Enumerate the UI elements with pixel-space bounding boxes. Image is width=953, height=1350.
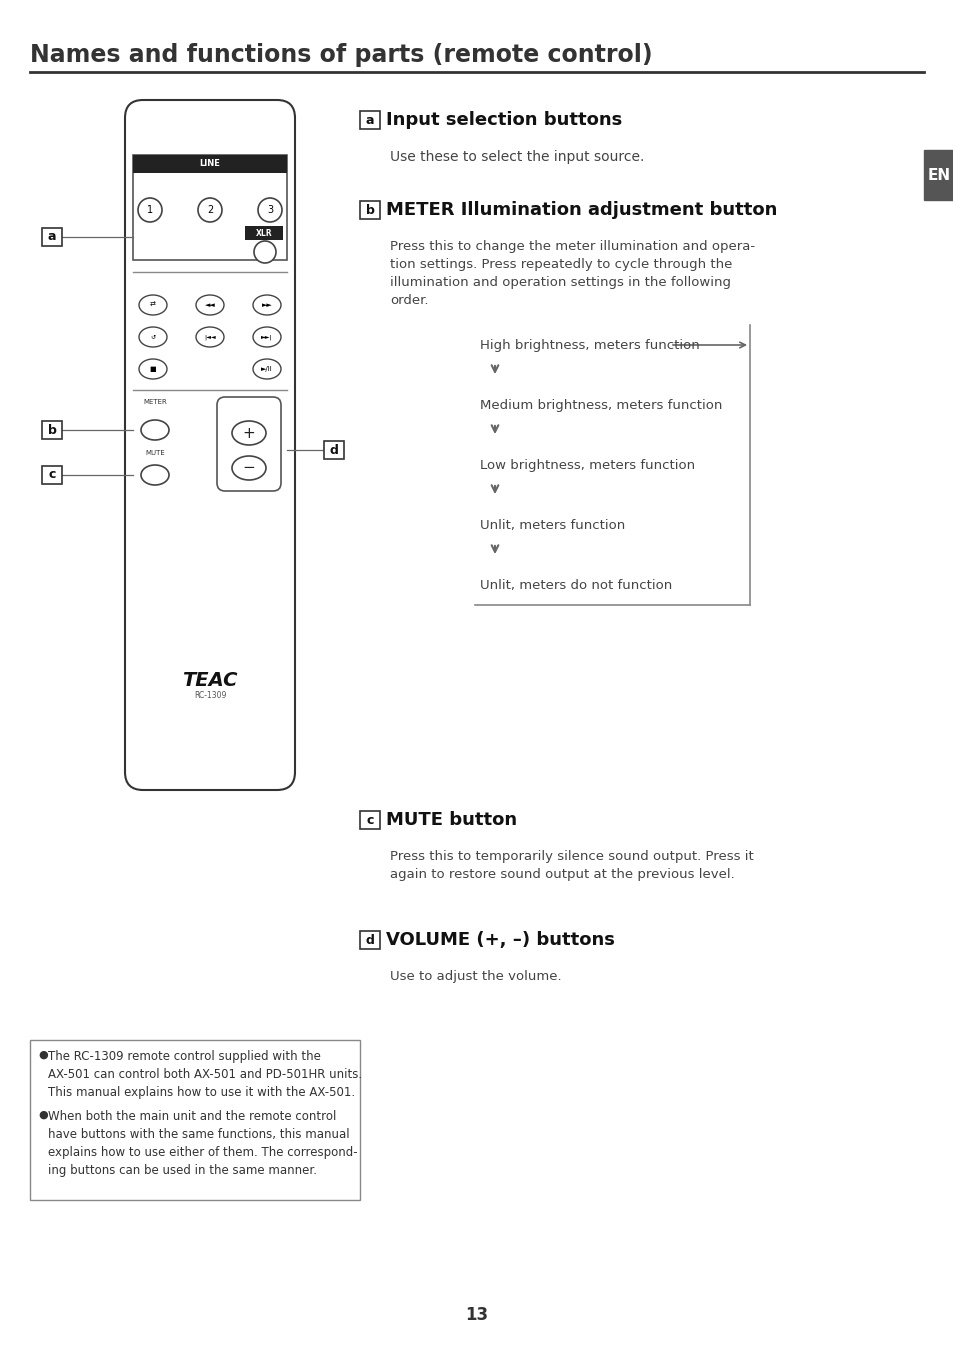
- Text: a: a: [48, 231, 56, 243]
- Ellipse shape: [139, 296, 167, 315]
- Text: TEAC: TEAC: [182, 671, 237, 690]
- Circle shape: [198, 198, 222, 221]
- Ellipse shape: [139, 359, 167, 379]
- Text: MUTE: MUTE: [145, 450, 165, 456]
- Text: Press this to change the meter illumination and opera-
tion settings. Press repe: Press this to change the meter illuminat…: [390, 240, 755, 306]
- Text: c: c: [366, 814, 374, 826]
- Ellipse shape: [141, 420, 169, 440]
- Ellipse shape: [195, 327, 224, 347]
- Ellipse shape: [253, 296, 281, 315]
- Ellipse shape: [253, 327, 281, 347]
- Text: Names and functions of parts (remote control): Names and functions of parts (remote con…: [30, 43, 652, 68]
- Text: ↺: ↺: [151, 335, 155, 339]
- Text: 2: 2: [207, 205, 213, 215]
- Ellipse shape: [141, 464, 169, 485]
- Text: The RC-1309 remote control supplied with the
AX-501 can control both AX-501 and : The RC-1309 remote control supplied with…: [48, 1050, 362, 1099]
- Text: a: a: [365, 113, 374, 127]
- Text: Use these to select the input source.: Use these to select the input source.: [390, 150, 643, 163]
- Text: Unlit, meters function: Unlit, meters function: [479, 518, 624, 532]
- Text: ►►: ►►: [261, 302, 273, 308]
- FancyBboxPatch shape: [359, 201, 379, 219]
- Text: 1: 1: [147, 205, 152, 215]
- Ellipse shape: [139, 327, 167, 347]
- Text: ■: ■: [150, 366, 156, 373]
- Text: High brightness, meters function: High brightness, meters function: [479, 339, 699, 351]
- FancyBboxPatch shape: [359, 811, 379, 829]
- FancyBboxPatch shape: [125, 100, 294, 790]
- Text: VOLUME (+, –) buttons: VOLUME (+, –) buttons: [386, 931, 615, 949]
- Text: d: d: [329, 444, 338, 456]
- Text: Input selection buttons: Input selection buttons: [386, 111, 621, 130]
- FancyBboxPatch shape: [359, 931, 379, 949]
- Text: Low brightness, meters function: Low brightness, meters function: [479, 459, 695, 471]
- Text: ►►|: ►►|: [261, 335, 273, 340]
- Text: c: c: [49, 468, 55, 482]
- Text: ⇄: ⇄: [150, 302, 155, 308]
- FancyBboxPatch shape: [42, 466, 62, 485]
- Text: EN: EN: [926, 167, 949, 182]
- Text: +: +: [242, 425, 255, 440]
- Text: b: b: [365, 204, 374, 216]
- FancyBboxPatch shape: [42, 421, 62, 439]
- Text: ►/II: ►/II: [261, 366, 273, 373]
- Text: Use to adjust the volume.: Use to adjust the volume.: [390, 971, 561, 983]
- Ellipse shape: [232, 456, 266, 481]
- Text: RC-1309: RC-1309: [193, 690, 226, 699]
- Bar: [132, 155, 287, 261]
- Text: ●: ●: [38, 1050, 48, 1060]
- Ellipse shape: [195, 296, 224, 315]
- Text: METER Illumination adjustment button: METER Illumination adjustment button: [386, 201, 777, 219]
- Text: When both the main unit and the remote control
have buttons with the same functi: When both the main unit and the remote c…: [48, 1110, 357, 1177]
- Text: ●: ●: [38, 1110, 48, 1120]
- FancyBboxPatch shape: [923, 150, 953, 200]
- Text: LINE: LINE: [199, 159, 220, 169]
- Text: MUTE button: MUTE button: [386, 811, 517, 829]
- Text: Medium brightness, meters function: Medium brightness, meters function: [479, 398, 721, 412]
- Text: ◄◄: ◄◄: [204, 302, 215, 308]
- Text: XLR: XLR: [255, 228, 272, 238]
- FancyBboxPatch shape: [324, 441, 344, 459]
- Circle shape: [138, 198, 162, 221]
- FancyBboxPatch shape: [42, 228, 62, 246]
- Bar: [132, 155, 287, 173]
- Text: Unlit, meters do not function: Unlit, meters do not function: [479, 579, 672, 591]
- Text: 3: 3: [267, 205, 273, 215]
- Text: Press this to temporarily silence sound output. Press it
again to restore sound : Press this to temporarily silence sound …: [390, 850, 753, 882]
- Text: METER: METER: [143, 400, 167, 405]
- Text: |◄◄: |◄◄: [204, 335, 215, 340]
- Text: b: b: [48, 424, 56, 436]
- Bar: [245, 225, 283, 240]
- Ellipse shape: [253, 359, 281, 379]
- FancyBboxPatch shape: [359, 111, 379, 130]
- Text: −: −: [242, 460, 255, 475]
- Text: VOLUME: VOLUME: [234, 400, 263, 405]
- Circle shape: [257, 198, 282, 221]
- Circle shape: [253, 242, 275, 263]
- Text: d: d: [365, 933, 374, 946]
- Ellipse shape: [232, 421, 266, 446]
- Text: 13: 13: [465, 1305, 488, 1324]
- FancyBboxPatch shape: [216, 397, 281, 491]
- FancyBboxPatch shape: [30, 1040, 359, 1200]
